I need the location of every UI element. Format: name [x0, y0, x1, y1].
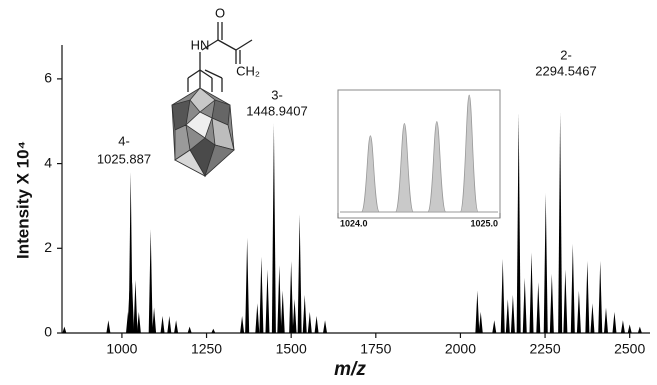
- x-tick-label: 2500: [614, 341, 645, 357]
- peak: [558, 113, 562, 333]
- peak: [612, 312, 616, 333]
- peak-annotation: 4-: [118, 133, 130, 148]
- structure-label: CH₂: [236, 63, 260, 78]
- peak: [530, 253, 534, 333]
- peak: [536, 282, 540, 333]
- peak: [152, 308, 156, 333]
- y-axis-label: Intensity X 10⁴: [13, 141, 32, 259]
- y-tick-label: 2: [44, 239, 52, 255]
- peak: [308, 312, 312, 333]
- molecule: [188, 22, 252, 92]
- peak: [323, 320, 327, 333]
- inset-tick-label: 1024.0: [340, 218, 368, 228]
- y-tick-label: 4: [44, 154, 52, 170]
- peak: [149, 229, 153, 333]
- peak: [265, 269, 269, 333]
- peak-annotation: 2294.5467: [535, 63, 596, 78]
- x-tick-label: 1250: [191, 341, 222, 357]
- peak: [188, 327, 192, 333]
- peak: [598, 261, 602, 333]
- peak: [303, 295, 307, 333]
- peak: [475, 291, 479, 333]
- peak: [479, 312, 483, 333]
- x-axis-label: m/z: [334, 359, 366, 380]
- x-tick-label: 2250: [529, 341, 560, 357]
- peak: [517, 113, 521, 333]
- peak: [577, 291, 581, 333]
- structure-label: O: [215, 5, 225, 20]
- peak: [550, 274, 554, 333]
- peak: [506, 299, 510, 333]
- peak: [106, 320, 110, 333]
- peak: [604, 308, 608, 333]
- peak: [315, 316, 319, 333]
- polyoxometalate-cluster: [172, 88, 234, 176]
- y-tick-label: 6: [44, 70, 52, 86]
- peak: [137, 312, 141, 333]
- peak: [501, 259, 505, 333]
- peak: [492, 320, 496, 333]
- peak: [240, 316, 244, 333]
- structure-label: HN: [191, 37, 210, 52]
- peak: [571, 244, 575, 333]
- x-tick-label: 1750: [360, 341, 391, 357]
- peak: [62, 327, 66, 333]
- peak: [281, 291, 285, 333]
- peak: [585, 261, 589, 333]
- peak: [259, 257, 263, 333]
- x-tick-label: 1500: [276, 341, 307, 357]
- peak: [590, 303, 594, 333]
- peak: [563, 269, 567, 333]
- peak-annotation: 2-: [560, 47, 572, 62]
- peak: [133, 280, 137, 333]
- peak: [293, 299, 297, 333]
- x-tick-label: 2000: [445, 341, 476, 357]
- peak: [628, 325, 632, 333]
- peak: [161, 316, 165, 333]
- peak-annotation: 1448.9407: [246, 103, 307, 118]
- peak: [298, 214, 302, 333]
- y-tick-label: 0: [44, 324, 52, 340]
- peak: [211, 329, 215, 333]
- peak-annotation: 1025.887: [97, 151, 151, 166]
- peak: [511, 295, 515, 333]
- chart: O HN CH₂ Intensity X 10⁴ m/z 0 2 4 6 1000 125…: [0, 0, 657, 385]
- peak: [638, 327, 642, 333]
- peak-annotation: 3-: [271, 87, 283, 102]
- peak: [167, 316, 171, 333]
- peak: [255, 303, 259, 333]
- peak: [245, 238, 249, 333]
- peak: [174, 320, 178, 333]
- peak: [523, 278, 527, 333]
- peak: [544, 193, 548, 333]
- peak: [621, 320, 625, 333]
- x-tick-label: 1000: [106, 341, 137, 357]
- peak: [277, 265, 281, 333]
- peak: [289, 261, 293, 333]
- inset-tick-label: 1025.0: [470, 218, 498, 228]
- peak: [272, 123, 276, 333]
